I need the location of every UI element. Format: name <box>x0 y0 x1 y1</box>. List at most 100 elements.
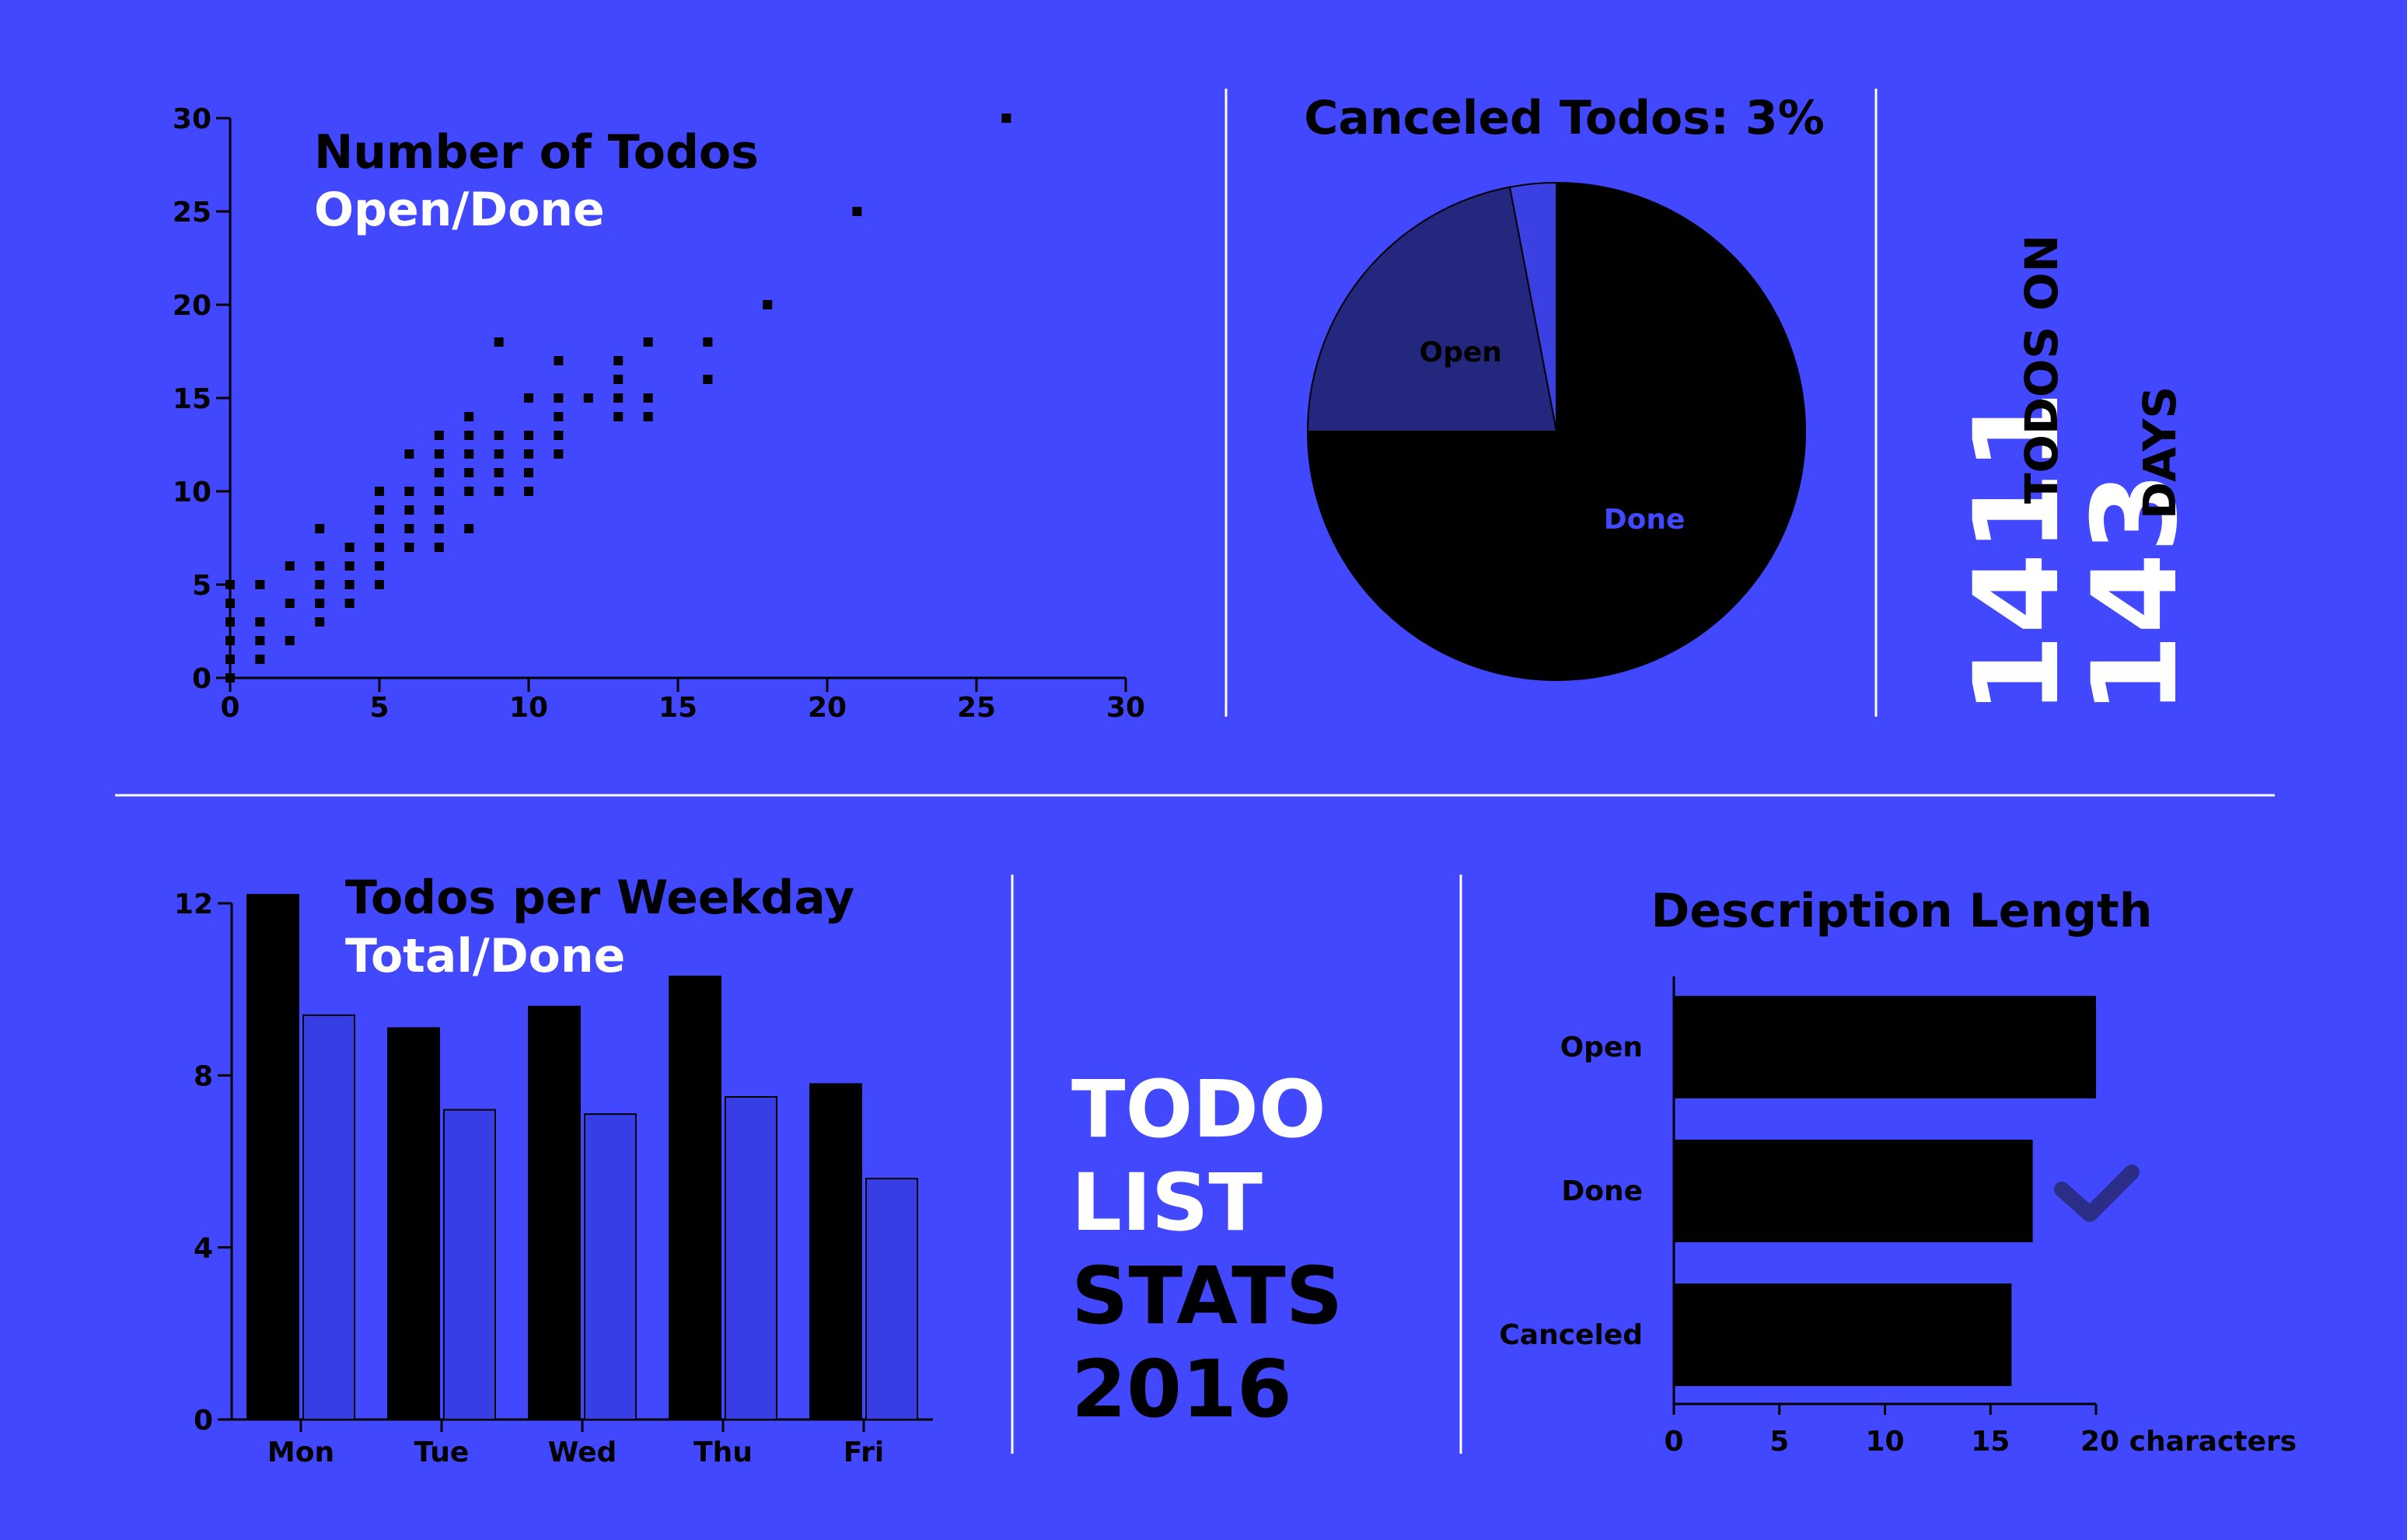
scatter-point <box>524 468 533 477</box>
weekday-title: Todos per Weekday <box>345 871 854 925</box>
weekday-x-tick-label: Thu <box>693 1437 753 1468</box>
headline-line-4: 2016 <box>1071 1343 1292 1436</box>
pie-slice-label: Done <box>1604 504 1686 536</box>
scatter-point <box>703 337 713 347</box>
scatter-point <box>434 487 444 496</box>
scatter-point <box>554 449 564 459</box>
scatter-point <box>464 524 474 533</box>
description-bar <box>1674 1283 2012 1386</box>
description-bar <box>1674 1140 2033 1242</box>
scatter-point <box>613 356 624 365</box>
weekday-bar-total <box>387 1027 440 1420</box>
weekday-x-tick-label: Tue <box>414 1437 470 1468</box>
weekday-bar-done <box>584 1113 637 1420</box>
scatter-point <box>554 431 564 440</box>
scatter-y-tick-label: 30 <box>173 103 211 135</box>
scatter-point <box>524 431 533 440</box>
scatter-point <box>315 524 325 533</box>
description-category-label: Open <box>1560 1032 1643 1063</box>
scatter-point <box>494 449 504 459</box>
scatter-point <box>315 617 325 627</box>
scatter-point <box>554 393 564 403</box>
scatter-point <box>285 636 295 645</box>
scatter-point <box>344 599 355 608</box>
scatter-point <box>225 580 235 589</box>
scatter-point <box>524 393 533 403</box>
scatter-point <box>763 300 773 309</box>
scatter-point <box>434 543 444 552</box>
scatter-point <box>464 487 474 496</box>
scatter-point <box>404 543 414 552</box>
scatter-point <box>255 655 265 664</box>
scatter-point <box>852 207 862 216</box>
weekday-bar-done <box>725 1096 777 1420</box>
scatter-point <box>554 356 564 365</box>
weekday-bar-total <box>809 1083 862 1421</box>
scatter-point <box>315 580 325 589</box>
weekday-bar-done <box>302 1014 355 1421</box>
scatter-point <box>703 375 713 384</box>
scatter-point <box>225 599 235 608</box>
weekday-y-tick-label: 0 <box>194 1405 213 1437</box>
days-count: 143 <box>2068 472 2203 715</box>
todos-count: 1411 <box>1950 391 2085 715</box>
scatter-point <box>1001 113 1011 123</box>
scatter-point <box>404 487 414 496</box>
scatter-point <box>464 449 474 459</box>
scatter-point <box>554 412 564 421</box>
scatter-y-tick-label: 5 <box>192 570 211 602</box>
description-title: Description Length <box>1651 884 2153 938</box>
pie-slice-label: Open <box>1420 337 1502 368</box>
checkmark-icon <box>2054 1165 2140 1222</box>
scatter-point <box>613 412 624 421</box>
weekday-y-tick-label: 4 <box>194 1233 213 1265</box>
headline-line-2: LIST <box>1071 1157 1263 1249</box>
scatter-point <box>524 449 533 459</box>
scatter-point <box>643 337 653 347</box>
description-x-tick-label: 15 <box>1971 1426 2010 1458</box>
scatter-x-tick-label: 30 <box>1106 692 1145 724</box>
scatter-x-tick-label: 0 <box>220 692 239 724</box>
scatter-point <box>494 337 504 347</box>
scatter-point <box>255 617 265 627</box>
scatter-x-tick-label: 15 <box>659 692 697 724</box>
scatter-point <box>494 487 504 496</box>
headline-line-3: STATS <box>1071 1250 1343 1343</box>
scatter-point <box>464 412 474 421</box>
scatter-point <box>375 505 384 515</box>
scatter-point <box>434 468 444 477</box>
scatter-point <box>255 580 265 589</box>
scatter-x-tick-label: 5 <box>369 692 389 724</box>
weekday-subtitle: Total/Done <box>345 929 625 983</box>
weekday-x-tick-label: Fri <box>844 1437 884 1468</box>
description-x-tick-label: 10 <box>1865 1426 1904 1458</box>
scatter-point <box>375 543 384 552</box>
scatter-point <box>285 561 295 571</box>
scatter-point <box>404 449 414 459</box>
scatter-point <box>404 524 414 533</box>
weekday-x-tick-label: Mon <box>267 1437 334 1468</box>
scatter-x-tick-label: 10 <box>509 692 548 724</box>
weekday-bar-total <box>246 893 299 1420</box>
scatter-point <box>434 524 444 533</box>
description-category-label: Canceled <box>1499 1319 1643 1351</box>
scatter-point <box>434 449 444 459</box>
weekday-y-tick-label: 8 <box>194 1060 213 1092</box>
scatter-point <box>344 580 355 589</box>
pie-slice <box>1306 186 1558 432</box>
weekday-x-tick-label: Wed <box>548 1437 617 1468</box>
scatter-point <box>524 487 533 496</box>
days-label: DAYS <box>2133 386 2186 519</box>
pie-title: Canceled Todos: 3% <box>1304 91 1824 145</box>
scatter-point <box>225 655 235 664</box>
scatter-point <box>225 636 235 645</box>
scatter-point <box>583 393 593 403</box>
scatter-point <box>494 431 504 440</box>
scatter-point <box>375 561 384 571</box>
